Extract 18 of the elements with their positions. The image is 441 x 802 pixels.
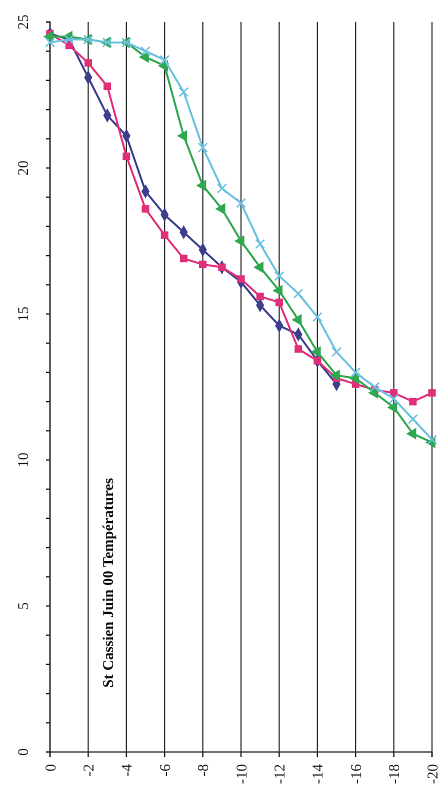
x-tick-label: -14 [310, 764, 327, 784]
y-tick-label: 25 [16, 14, 32, 30]
x-tick-label: -12 [272, 764, 288, 784]
x-tick-label: -10 [234, 764, 250, 784]
x-tick-label: -18 [387, 764, 404, 784]
y-tick-label: 5 [16, 602, 32, 610]
y-tick-label: 20 [16, 160, 32, 176]
y-tick-label: 10 [16, 452, 32, 468]
x-tick-label: -4 [120, 764, 136, 776]
y-tick-label: 0 [16, 748, 32, 756]
x-tick-label: -6 [158, 764, 174, 776]
x-tick-label: 0 [43, 764, 60, 772]
text: St Cassien Juin 00 Températures [101, 478, 118, 688]
x-tick-label: -2 [81, 764, 98, 776]
x-tick-label: -20 [425, 764, 441, 784]
y-tick-label: 15 [16, 306, 32, 322]
x-tick-label: -8 [196, 764, 212, 776]
x-tick-label: -16 [348, 764, 365, 784]
